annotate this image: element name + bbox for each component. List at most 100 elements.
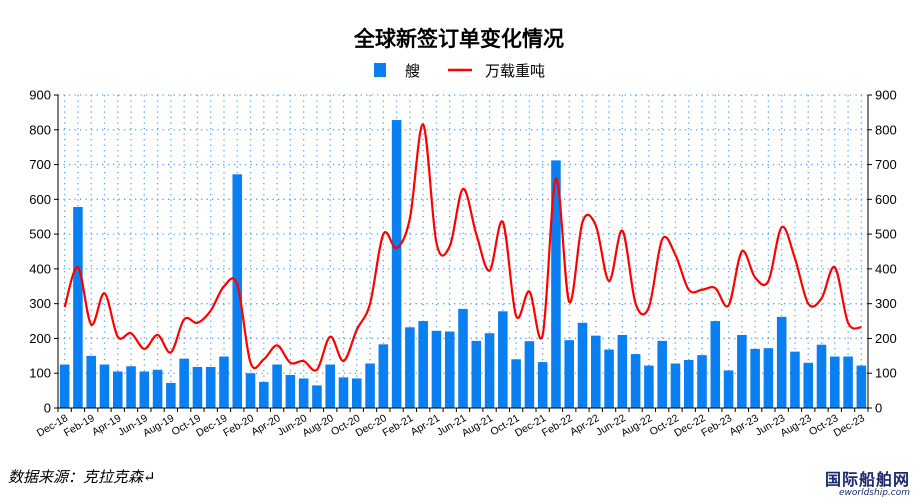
bar bbox=[644, 365, 654, 408]
watermark-cn: 国际船舶网 bbox=[824, 470, 910, 489]
x-tick-label: Aug-22 bbox=[619, 412, 654, 439]
legend-line-label: 万载重吨 bbox=[485, 62, 545, 80]
y-tick-label: 200 bbox=[29, 331, 51, 346]
bar bbox=[152, 369, 163, 408]
legend-bar-swatch bbox=[374, 63, 386, 77]
bar bbox=[166, 382, 176, 408]
legend-bar-label: 艘 bbox=[405, 62, 420, 80]
bar bbox=[285, 374, 296, 408]
y2-tick-label: 100 bbox=[875, 366, 897, 381]
watermark-en: eworldship.com bbox=[838, 488, 910, 498]
x-tick-label: Feb-19 bbox=[62, 412, 97, 439]
bar bbox=[776, 316, 787, 408]
bar bbox=[444, 331, 455, 408]
bar bbox=[298, 378, 309, 408]
x-tick-label: Dec-23 bbox=[832, 412, 867, 439]
y2-tick-label: 300 bbox=[875, 296, 897, 311]
bar bbox=[458, 308, 468, 408]
bar bbox=[591, 335, 601, 408]
bar bbox=[750, 348, 760, 408]
source-note: 数据来源：克拉克森↵ bbox=[8, 468, 156, 486]
bar bbox=[391, 120, 402, 408]
y-tick-label: 400 bbox=[29, 261, 51, 276]
x-tick-label: Apr-22 bbox=[568, 412, 601, 438]
bar bbox=[86, 355, 96, 408]
y-tick-label: 0 bbox=[44, 401, 51, 416]
y-tick-label: 500 bbox=[29, 227, 51, 242]
bar bbox=[856, 365, 867, 408]
watermark: 国际船舶网 eworldship.com bbox=[825, 466, 910, 498]
bar bbox=[365, 363, 375, 408]
bar bbox=[803, 362, 814, 408]
bar bbox=[418, 321, 428, 408]
bar bbox=[816, 344, 827, 408]
bar bbox=[670, 363, 681, 408]
bar bbox=[604, 349, 614, 408]
y2-tick-label: 500 bbox=[875, 227, 897, 242]
y-tick-label: 900 bbox=[29, 88, 51, 103]
bar bbox=[219, 356, 229, 408]
bar bbox=[272, 364, 282, 408]
legend: 艘 万载重吨 bbox=[374, 62, 545, 80]
bar bbox=[537, 362, 548, 408]
y-tick-label: 700 bbox=[29, 157, 51, 172]
bar bbox=[737, 334, 747, 408]
bar bbox=[697, 355, 707, 408]
bar bbox=[179, 358, 189, 408]
bar bbox=[524, 341, 535, 408]
bar bbox=[205, 366, 216, 408]
bar bbox=[338, 377, 349, 408]
bar bbox=[192, 366, 203, 408]
bar bbox=[564, 340, 575, 408]
x-tick-label: Aug-20 bbox=[300, 412, 335, 439]
bar bbox=[551, 160, 561, 408]
bar bbox=[484, 333, 495, 408]
x-tick-label: Aug-21 bbox=[460, 412, 495, 439]
bar bbox=[378, 344, 389, 408]
bar bbox=[405, 327, 415, 408]
line-path bbox=[63, 123, 862, 372]
x-tick-label: Apr-21 bbox=[409, 412, 442, 438]
bar bbox=[232, 174, 243, 408]
bar bbox=[126, 366, 136, 408]
bar bbox=[511, 359, 521, 408]
bar bbox=[763, 348, 774, 408]
line-series bbox=[63, 123, 862, 372]
x-tick-label: Apr-23 bbox=[727, 412, 760, 438]
bar bbox=[471, 340, 482, 408]
y2-tick-label: 600 bbox=[875, 192, 897, 207]
y2-tick-label: 0 bbox=[875, 401, 882, 416]
y2-tick-label: 900 bbox=[875, 88, 897, 103]
bar bbox=[325, 364, 335, 408]
x-tick-label: Feb-21 bbox=[381, 412, 416, 439]
y2-tick-label: 700 bbox=[875, 157, 897, 172]
x-tick-label: Apr-20 bbox=[249, 412, 282, 438]
bar-series bbox=[59, 120, 867, 408]
x-tick-label: Aug-19 bbox=[141, 412, 176, 439]
y-tick-label: 100 bbox=[29, 366, 51, 381]
x-tick-label: Aug-23 bbox=[778, 412, 813, 439]
bar bbox=[139, 371, 150, 408]
y2-tick-label: 800 bbox=[875, 122, 897, 137]
y2-tick-label: 200 bbox=[875, 331, 897, 346]
bar bbox=[259, 381, 269, 408]
bar bbox=[830, 356, 840, 408]
bar bbox=[99, 364, 110, 408]
bar bbox=[843, 356, 853, 408]
bar bbox=[710, 321, 721, 408]
bar bbox=[59, 364, 70, 408]
bar bbox=[312, 385, 322, 408]
bar bbox=[723, 370, 734, 408]
y2-tick-label: 400 bbox=[875, 261, 897, 276]
chart-title: 全球新签订单变化情况 bbox=[353, 27, 564, 51]
y-tick-label: 600 bbox=[29, 192, 51, 207]
bar bbox=[351, 378, 362, 408]
y-tick-label: 800 bbox=[29, 122, 51, 137]
bar bbox=[617, 334, 628, 408]
bar bbox=[245, 373, 256, 408]
bar bbox=[112, 371, 123, 408]
x-tick-label: Feb-22 bbox=[540, 412, 575, 439]
y-tick-label: 300 bbox=[29, 296, 51, 311]
x-tick-label: Apr-19 bbox=[90, 412, 123, 438]
